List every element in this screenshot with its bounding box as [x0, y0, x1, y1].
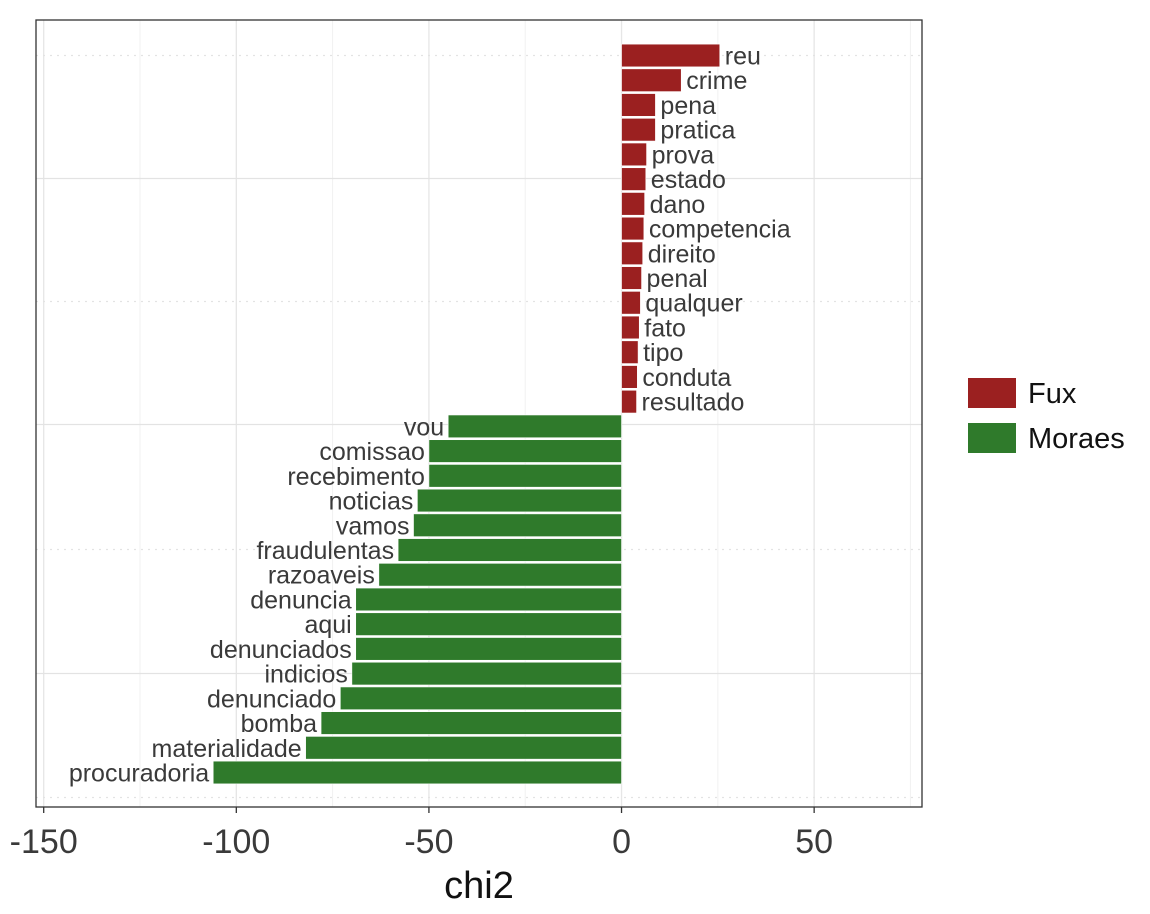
bar-label-crime: crime [686, 67, 747, 95]
plot-panel-border [35, 19, 923, 808]
bar-label-procuradoria: procuradoria [69, 760, 209, 788]
bar-direito [621, 241, 644, 265]
bar-label-denunciados: denunciados [210, 636, 352, 664]
bar-labels: reucrimepenapraticaprovaestadodanocompet… [69, 43, 791, 788]
bar-label-resultado: resultado [642, 389, 745, 417]
bar-dano [621, 192, 645, 216]
bar-label-recebimento: recebimento [287, 463, 425, 491]
x-tick-label: -50 [404, 823, 453, 861]
bar-crime [621, 68, 682, 92]
bar-aqui [355, 612, 622, 636]
bar-label-fato: fato [644, 314, 686, 342]
bar-bomba [320, 711, 622, 735]
bar-resultado [621, 389, 637, 414]
bar-denunciados [355, 637, 622, 661]
bar-comissao [428, 439, 622, 463]
bar-pratica [621, 117, 656, 142]
bar-label-noticias: noticias [329, 488, 414, 516]
x-tick-label: 0 [612, 823, 631, 861]
bar-label-comissao: comissao [319, 438, 425, 466]
x-axis-ticks: -150 -100 -50 0 50 [10, 807, 833, 861]
bar-label-qualquer: qualquer [645, 290, 742, 318]
bar-tipo [621, 340, 639, 364]
bar-label-vou: vou [404, 413, 444, 441]
bar-procuradoria [212, 760, 622, 785]
bar-denuncia [355, 587, 622, 612]
bar-label-aqui: aqui [304, 611, 351, 639]
bar-competencia [621, 216, 645, 241]
bar-label-fraudulentas: fraudulentas [256, 537, 394, 565]
bar-reu [621, 43, 721, 68]
legend-label-moraes: Moraes [1028, 423, 1125, 455]
bar-label-materialidade: materialidade [152, 735, 302, 763]
bar-label-pratica: pratica [660, 117, 735, 145]
bar-vamos [413, 513, 622, 537]
bar-prova [621, 142, 647, 167]
bar-label-dano: dano [650, 191, 706, 219]
legend-key-fux [968, 378, 1016, 408]
bar-fato [621, 315, 640, 340]
legend: Fux Moraes [968, 378, 1125, 455]
bar-label-denunciado: denunciado [207, 685, 336, 713]
bar-vou [447, 414, 622, 439]
x-tick-label: -100 [202, 823, 270, 861]
bar-label-competencia: competencia [649, 216, 791, 244]
bar-label-indicios: indicios [265, 661, 348, 689]
legend-label-fux: Fux [1028, 378, 1077, 410]
bar-label-razoaveis: razoaveis [268, 562, 375, 590]
bars [212, 43, 721, 785]
x-tick-label: 50 [795, 823, 833, 861]
legend-key-moraes [968, 423, 1016, 453]
bar-label-vamos: vamos [336, 512, 410, 540]
x-axis-title: chi2 [444, 865, 514, 907]
bar-label-penal: penal [647, 265, 708, 293]
x-tick-label: -150 [10, 823, 78, 861]
bar-conduta [621, 365, 638, 389]
bar-noticias [417, 488, 622, 513]
bar-estado [621, 167, 647, 191]
bar-label-prova: prova [652, 141, 715, 169]
bar-label-direito: direito [648, 240, 716, 268]
bar-label-conduta: conduta [642, 364, 731, 392]
bar-indicios [351, 661, 622, 686]
bar-razoaveis [378, 563, 622, 587]
bar-recebimento [428, 464, 622, 488]
bar-penal [621, 266, 642, 290]
bar-label-pena: pena [660, 92, 716, 120]
bar-pena [621, 93, 656, 117]
bar-label-bomba: bomba [241, 710, 318, 738]
bar-materialidade [305, 736, 622, 760]
bar-label-tipo: tipo [643, 339, 683, 367]
bar-qualquer [621, 291, 641, 315]
bar-label-reu: reu [725, 43, 761, 71]
bar-denunciado [340, 686, 622, 711]
bar-label-estado: estado [651, 166, 726, 194]
bar-label-denuncia: denuncia [250, 586, 352, 614]
bar-fraudulentas [397, 538, 622, 562]
